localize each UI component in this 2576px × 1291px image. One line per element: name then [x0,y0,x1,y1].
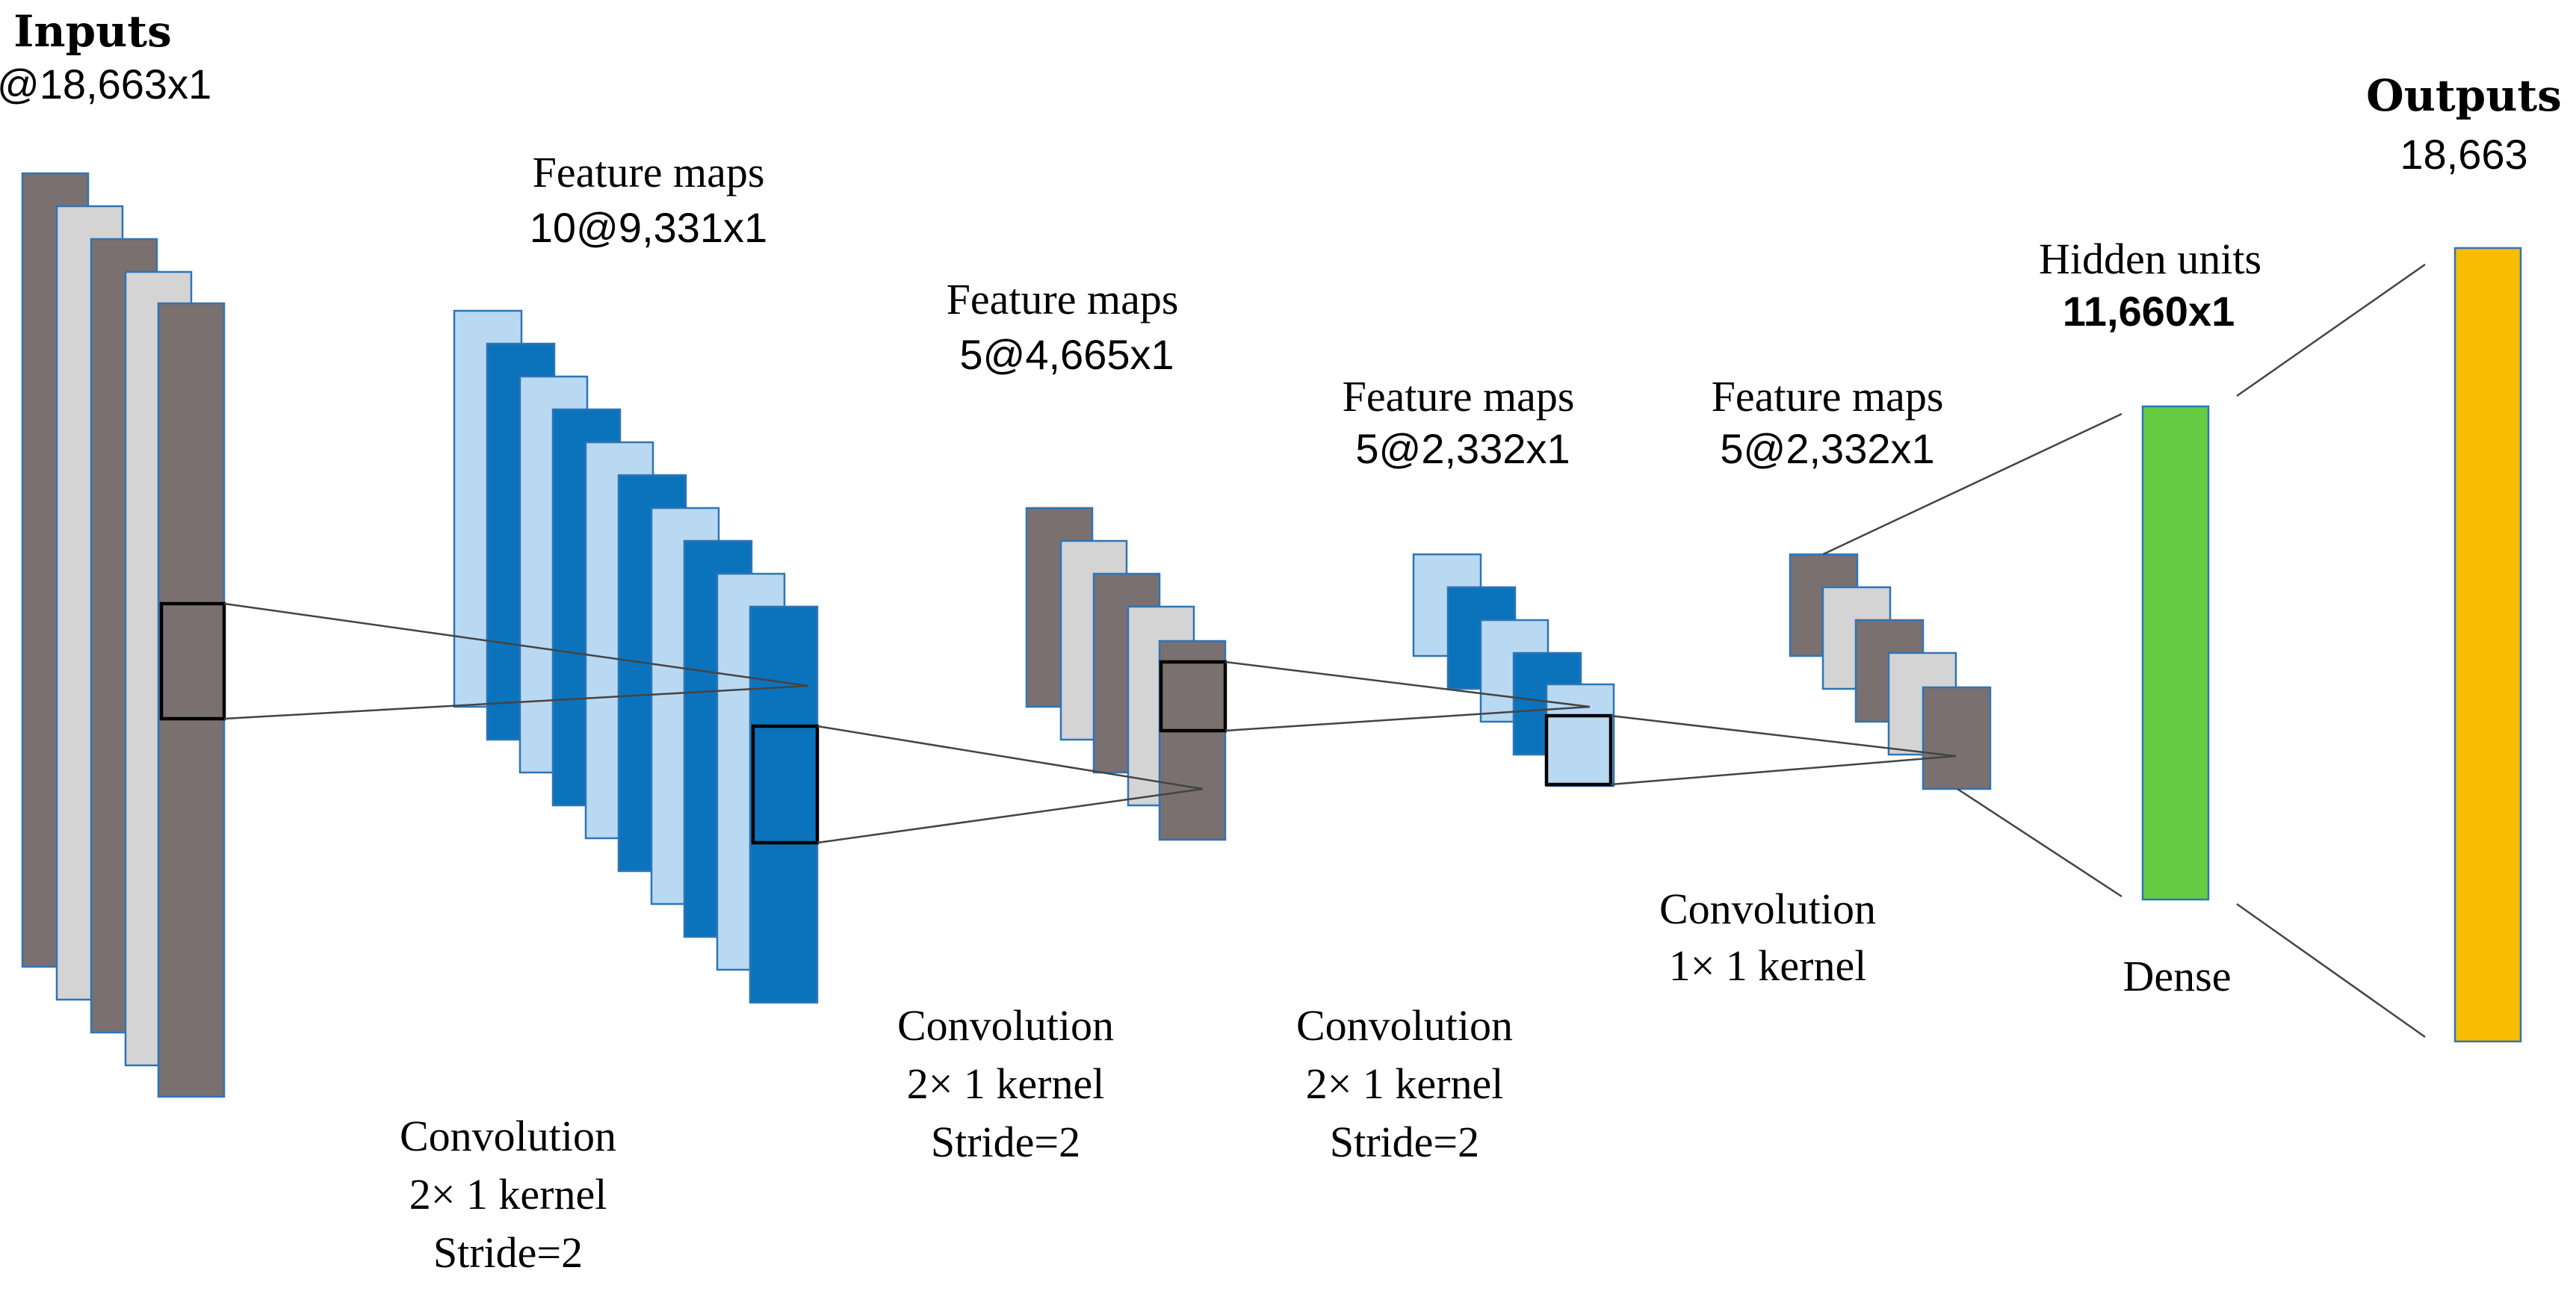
conv2-label: Convolution [897,1001,1114,1050]
feature-map [1922,686,1992,790]
conv4-label: Convolution [1659,885,1876,933]
connection-line [1822,412,2123,556]
dense-label: Dense [2123,952,2232,1000]
feature-map [1545,683,1615,787]
connection-line [1224,705,1591,732]
connection-line [2236,903,2426,1038]
connection-lines [223,263,2426,1038]
dense-layer-bar [2141,405,2210,901]
layer4-title: Feature maps [1712,372,1944,421]
connection-line [223,602,809,687]
conv3-kernel: 2× 1 kernel [1306,1059,1504,1108]
kernel-box [1159,660,1227,733]
layer4-dims: 5@2,332x1 [1720,425,1934,472]
layer3-title: Feature maps [1343,372,1575,421]
connection-line [1610,714,1957,758]
connection-line [1610,755,1957,786]
conv3-label: Convolution [1296,1001,1513,1050]
conv1-kernel: 2× 1 kernel [409,1170,607,1219]
connection-line [223,684,809,720]
connection-line [1224,660,1591,708]
layer2-dims: 5@4,665x1 [959,331,1174,378]
connection-line [2236,263,2426,397]
output-layer-bar [2453,247,2522,1043]
layer3-stack [1412,553,1615,787]
layer2-title: Feature maps [947,275,1179,323]
outputs-title: Outputs [2366,70,2562,121]
layer2-stack [1025,507,1227,841]
conv1-stride: Stride=2 [433,1228,583,1277]
conv4-kernel: 1× 1 kernel [1669,941,1867,990]
feature-map [749,605,819,1004]
connection-line [817,725,1204,790]
input-map [157,302,226,1098]
layer3-dims: 5@2,332x1 [1355,425,1570,472]
feature-map [1158,640,1227,841]
outputs-dims: 18,663 [2400,131,2527,178]
connection-line [1957,787,2123,898]
hidden-title: Hidden units [2039,235,2261,283]
inputs-title: Inputs [13,6,171,57]
kernel-box [159,601,226,721]
layer1-stack [453,309,819,1004]
layer1-title: Feature maps [533,148,765,196]
conv1-label: Convolution [400,1112,616,1160]
layer4-stack [1789,553,1992,790]
conv2-stride: Stride=2 [931,1118,1080,1166]
layer1-dims: 10@9,331x1 [530,204,767,251]
input-stack [21,172,226,1098]
conv3-stride: Stride=2 [1330,1118,1479,1166]
inputs-dims: 5@18,663x1 [0,61,211,108]
kernel-box [1544,713,1613,787]
kernel-box [751,724,820,845]
hidden-dims: 11,660x1 [2063,288,2235,335]
conv2-kernel: 2× 1 kernel [907,1059,1105,1108]
connection-line [817,787,1204,844]
